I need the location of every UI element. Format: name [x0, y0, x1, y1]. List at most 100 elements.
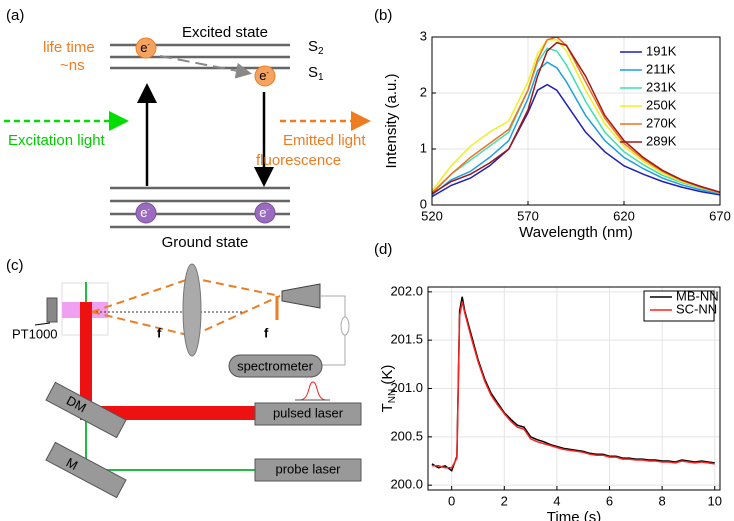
y-tick-label: 200.5	[390, 428, 423, 443]
pulse-shape	[299, 381, 327, 401]
series-line	[432, 39, 720, 194]
sup: -	[266, 70, 269, 77]
e: e	[259, 205, 266, 220]
legend-label: 211K	[646, 61, 676, 76]
panel-label: (b)	[374, 7, 392, 24]
y-label-text: Intensity (a.u.)	[383, 73, 400, 168]
panel-a: (a) Excited state S2 S1 e- e- e- e- life…	[4, 7, 371, 251]
s2-label: S2	[308, 38, 324, 57]
sup: -	[266, 207, 269, 214]
series-line	[431, 301, 715, 469]
series-line	[432, 37, 720, 194]
pt1000-sensor	[46, 297, 58, 323]
legend-frame	[643, 290, 715, 322]
y-label-text: T	[379, 403, 396, 412]
focal-label: f	[264, 325, 269, 340]
s-symbol: S	[308, 38, 318, 55]
pulsed-laser-box	[254, 402, 362, 426]
ground-state: Ground state	[162, 234, 249, 251]
y-tick-label: 0	[420, 196, 427, 211]
relaxation-arrow	[159, 55, 252, 79]
y-axis-label: TNN (K)	[379, 365, 398, 413]
spectrometer-label: spectrometer	[237, 358, 314, 373]
detector	[281, 283, 321, 309]
y-tick-label: 2	[420, 84, 427, 99]
probe-laser-box	[254, 458, 362, 482]
e: e	[259, 68, 266, 83]
y-tick-label: 200.0	[390, 477, 423, 492]
legend-label: 289K	[646, 133, 677, 148]
legend-label: 191K	[646, 43, 677, 58]
legend-label: 231K	[646, 79, 677, 94]
e: e	[140, 205, 147, 220]
ns: ~ns	[60, 57, 85, 74]
x-tick-label: 570	[517, 208, 539, 223]
legend-label: MB-NN	[676, 288, 719, 303]
legend-label: SC-NN	[676, 301, 717, 316]
series-line	[432, 61, 720, 196]
s-symbol: S	[308, 64, 318, 81]
panel-label: (d)	[374, 241, 392, 258]
panel-label: (a)	[6, 7, 24, 24]
subscript: 1	[318, 72, 324, 83]
y-label-sub: NN	[387, 389, 398, 403]
fiber-coupler	[340, 316, 350, 336]
x-tick-label: 6	[606, 493, 613, 508]
electron-label: e-	[140, 40, 150, 55]
electron	[135, 37, 157, 59]
pointer	[34, 322, 51, 326]
x-tick-label: 10	[708, 493, 722, 508]
e: e	[140, 40, 147, 55]
life-time: life time	[43, 39, 95, 56]
excited-state: Excited state	[182, 24, 268, 41]
electron-label: e-	[259, 205, 269, 220]
electron-label: e-	[140, 205, 150, 220]
series-line	[432, 47, 720, 195]
x-tick-label: 2	[501, 493, 508, 508]
pulsed-laser-label: pulsed laser	[273, 405, 344, 420]
lens	[182, 263, 202, 357]
excitation-light: Excitation light	[8, 132, 106, 149]
mirror	[45, 441, 127, 499]
y-tick-label: 3	[420, 28, 427, 43]
pump-beam	[80, 406, 256, 420]
s1-label: S1	[308, 64, 324, 83]
axes-frame	[431, 36, 721, 206]
panel-c: (c) DM M f f spectrometer pulsed laser p…	[6, 257, 362, 499]
dichroic-mirror	[45, 381, 127, 439]
legend-label: 250K	[646, 97, 677, 112]
y-tick-label: 202.0	[390, 283, 423, 298]
electron	[254, 202, 276, 224]
series-line	[432, 41, 720, 195]
focal-label: f	[157, 325, 162, 340]
y-label-unit: (K)	[379, 365, 396, 389]
y-axis-label: Intensity (a.u.)	[383, 73, 400, 168]
electron-label: e-	[259, 68, 269, 83]
series-line	[432, 83, 720, 198]
legend-label: 270K	[646, 115, 677, 130]
x-tick-label: 0	[448, 493, 455, 508]
x-tick-label: 520	[421, 208, 443, 223]
axes-frame	[427, 286, 721, 491]
electron	[135, 202, 157, 224]
fluorescence: fluorescence	[256, 152, 341, 169]
x-axis-label: Time (s)	[547, 509, 601, 521]
y-tick-label: 201.0	[390, 380, 423, 395]
x-tick-label: 8	[659, 493, 666, 508]
x-axis-label: Wavelength (nm)	[519, 224, 633, 241]
electron	[254, 65, 276, 87]
spectrometer-box	[228, 354, 323, 378]
probe-laser-label: probe laser	[275, 461, 341, 476]
pt1000-label: PT1000	[12, 326, 58, 341]
y-tick-label: 1	[420, 140, 427, 155]
sup: -	[147, 207, 150, 214]
subscript: 2	[318, 46, 324, 57]
x-tick-label: 620	[613, 208, 635, 223]
y-tick-label: 201.5	[390, 332, 423, 347]
emitted-light: Emitted light	[283, 132, 366, 149]
x-tick-label: 670	[709, 208, 731, 223]
pump-beam	[80, 302, 92, 414]
sup: -	[147, 42, 150, 49]
panel-label: (c)	[6, 257, 24, 274]
